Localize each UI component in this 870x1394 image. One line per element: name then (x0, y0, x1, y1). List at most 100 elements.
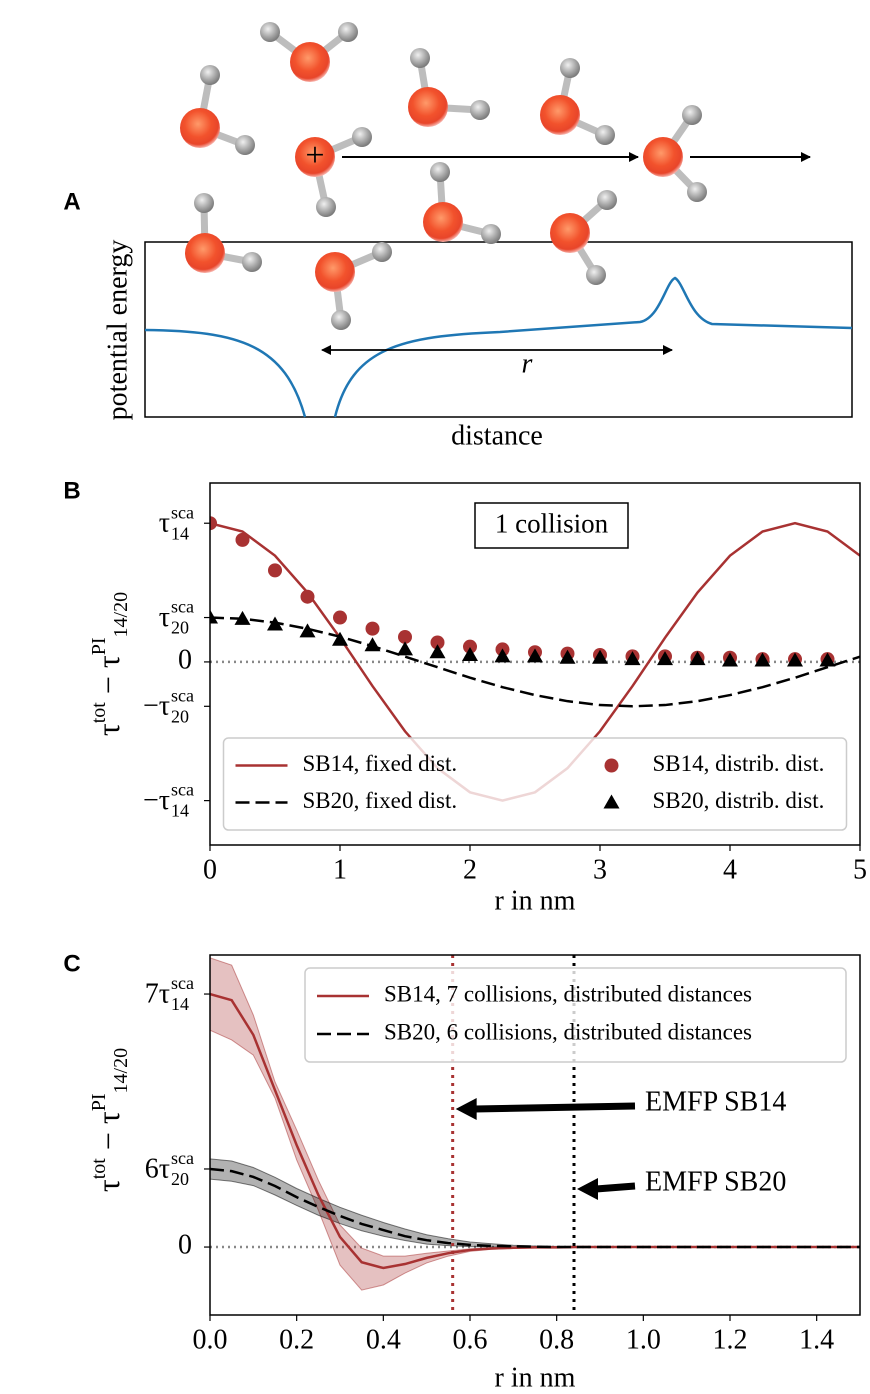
annotation-arrow (474, 1102, 636, 1113)
data-point (268, 563, 282, 578)
panel-a: A r distance potential energy + (63, 22, 853, 451)
y-tick-label-sub: 14 (171, 801, 189, 821)
y-axis-label-part: tot (88, 702, 110, 724)
molecule (185, 193, 262, 273)
legend-swatch (603, 794, 620, 809)
y-tick-label: 0 (178, 1229, 192, 1260)
data-point (210, 609, 218, 624)
y-axis-label: τtot − τPI14/20 (88, 1048, 132, 1192)
y-tick-label-sub: 20 (171, 706, 189, 726)
x-tick-label: 5 (853, 854, 867, 885)
data-point (494, 648, 511, 663)
x-axis-label: r in nm (495, 1362, 576, 1393)
oxygen (290, 42, 330, 82)
legend-label: SB20, fixed dist. (303, 788, 458, 813)
legend-label: SB20, 6 collisions, distributed distance… (384, 1019, 752, 1044)
x-tick-label: 1.4 (799, 1324, 834, 1355)
y-axis-label-part: τ (90, 1179, 126, 1192)
y-tick-label: −τ (143, 785, 170, 816)
data-point (333, 610, 347, 625)
plot-area (210, 957, 860, 1291)
oxygen (315, 252, 355, 292)
y-tick-label-sup: sca (171, 780, 194, 800)
oxygen (408, 87, 448, 127)
hydrogen (235, 135, 255, 155)
series-line (210, 616, 860, 708)
y-axis-label-part: − τ (90, 655, 126, 702)
energy-curve (144, 276, 853, 418)
hydrogen (687, 182, 707, 202)
annotation-box (474, 502, 629, 549)
data-point (754, 652, 771, 667)
x-axis-label: r in nm (495, 885, 576, 916)
data-point (234, 610, 251, 625)
series-line (210, 992, 860, 1270)
legend-box (304, 967, 847, 1063)
y-tick-label-sup: sca (171, 685, 194, 705)
oxygen (540, 95, 580, 135)
annotation-arrow (595, 1182, 636, 1193)
hydrogen (470, 100, 490, 120)
y-axis-label-part: 14/20 (110, 1048, 132, 1094)
hydrogen (410, 48, 430, 68)
hydrogen (560, 58, 580, 78)
oxygen (185, 233, 225, 273)
molecule (408, 48, 490, 127)
data-point (267, 616, 283, 631)
panel-label: A (63, 188, 80, 215)
y-tick-label-sub: 20 (171, 1169, 189, 1189)
molecules (180, 22, 707, 330)
hydrogen (597, 190, 617, 210)
data-point (430, 635, 445, 650)
y-axis-label-part: PI (88, 637, 110, 655)
x-tick-label: 0 (203, 854, 217, 885)
hydrogen (682, 105, 702, 125)
data-point (397, 641, 413, 656)
plot-frame (209, 482, 861, 846)
data-point (332, 631, 348, 646)
x-tick-label: 3 (593, 854, 607, 885)
y-axis-label-part: τ (90, 723, 126, 736)
uncertainty-band (210, 1158, 860, 1248)
molecule (540, 58, 615, 145)
data-point (527, 648, 543, 663)
oxygen (643, 137, 683, 177)
annotation-label: EMFP SB14 (645, 1086, 786, 1117)
data-point (819, 652, 836, 667)
legend-label: SB14, distrib. dist. (653, 751, 825, 776)
hydrogen (242, 252, 262, 272)
y-tick-label: −τ (143, 691, 170, 722)
x-axis-label: distance (451, 420, 543, 451)
oxygen (295, 137, 335, 177)
x-tick-label: 1 (333, 854, 347, 885)
annotation-arrowhead (577, 1178, 598, 1200)
y-axis-label-part: − τ (90, 1111, 126, 1158)
hydrogen (331, 310, 351, 330)
hydrogen (260, 22, 280, 42)
molecule (180, 65, 255, 155)
x-tick-label: 4 (723, 854, 737, 885)
y-axis-label-part: 14/20 (110, 592, 132, 638)
hydrogen (194, 193, 214, 213)
data-point (624, 651, 641, 666)
y-tick-label: τ (159, 508, 170, 539)
y-tick-label-sub: 14 (171, 523, 189, 543)
x-tick-label: 1.0 (626, 1324, 661, 1355)
data-point (787, 652, 803, 667)
hydrogen (595, 125, 615, 145)
molecule (260, 22, 358, 82)
legend-label: SB14, fixed dist. (303, 751, 458, 776)
hydrogen (352, 127, 372, 147)
x-tick-label: 1.2 (713, 1324, 748, 1355)
x-tick-label: 0.0 (193, 1324, 228, 1355)
oxygen (423, 202, 463, 242)
legend-label: SB14, 7 collisions, distributed distance… (384, 981, 752, 1006)
panel-label: C (63, 950, 80, 977)
molecule (550, 190, 617, 285)
y-tick-label-sub: 14 (171, 994, 189, 1014)
data-point (300, 589, 315, 604)
data-point (299, 623, 316, 638)
data-point (689, 651, 706, 666)
